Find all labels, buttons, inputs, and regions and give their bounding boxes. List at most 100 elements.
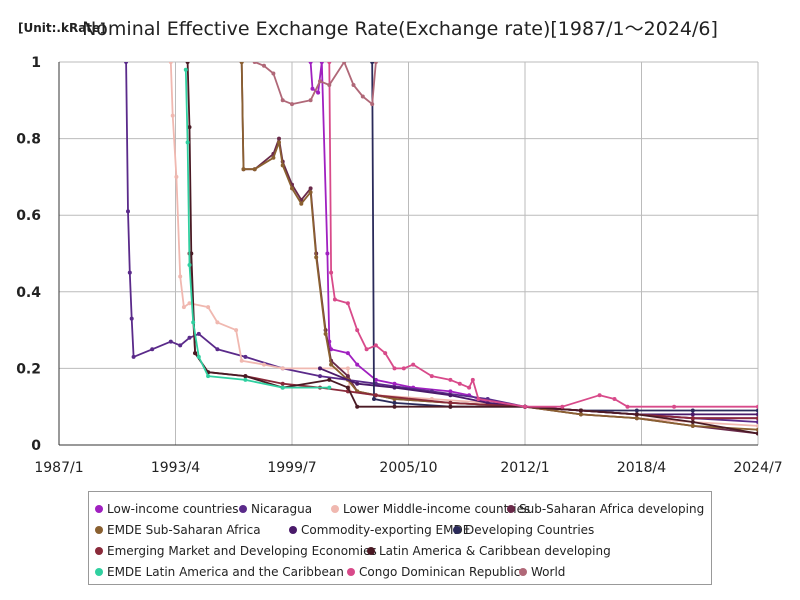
legend-label: Sub-Saharan Africa developing [519,502,705,516]
data-point [756,412,758,417]
data-point [181,305,186,310]
series-congo-dominican-republic-line [328,62,758,408]
data-point [308,62,313,64]
data-point [690,408,695,413]
data-point [178,274,183,279]
data-point [560,404,565,409]
chart-title: Nominal Effective Exchange Rate(Exchange… [82,18,718,40]
chart-legend: Low-income countries Nicaragua Lower Middl… [88,491,712,585]
legend-item: Lower Middle-income countries [331,502,530,516]
data-point [373,343,378,348]
y-tick-label: 0.4 [16,285,41,301]
data-point [457,381,462,386]
data-point [448,393,453,398]
legend-item: Nicaragua [239,502,312,516]
legend-item: World [519,565,565,579]
data-point [325,251,330,256]
data-point [126,209,130,214]
data-point [756,404,758,409]
legend-swatch [519,568,527,576]
data-point [215,347,220,352]
data-point [168,62,173,64]
data-point [756,423,758,428]
data-point [290,186,294,191]
data-point [351,83,356,87]
data-point [183,67,188,72]
data-point [672,404,677,409]
legend-label: World [531,565,566,579]
data-point [345,366,350,371]
y-tick-label: 0 [31,438,41,454]
data-point [373,62,378,64]
legend-item: Emerging Market and Developing Economies [95,544,377,558]
data-point [215,320,220,325]
data-point [271,155,276,160]
data-point [345,351,350,356]
data-point [308,98,313,103]
data-point [327,83,332,87]
legend-label: Commodity-exporting EMDE [301,523,471,537]
data-point [392,381,397,386]
data-point [318,79,322,84]
y-tick-label: 1 [31,55,41,71]
series-commodity-exporting-emde-line [319,367,758,416]
x-tick-label: 1999/7 [267,460,316,476]
data-point [327,62,332,64]
data-point [756,408,758,413]
data-point [467,385,472,390]
data-point [329,362,334,367]
legend-item: EMDE Sub-Saharan Africa [95,523,261,537]
legend-swatch [95,568,103,576]
x-tick-label: 2005/10 [379,460,437,476]
legend-swatch [239,505,247,513]
data-point [308,186,313,191]
data-point [280,385,285,390]
data-point [392,385,397,390]
data-point [187,301,192,306]
legend-label: EMDE Latin America and the Caribbean [107,565,344,579]
data-point [193,351,198,356]
data-point [239,358,244,363]
legend-label: Congo Dominican Republic [359,565,521,579]
legend-swatch [95,547,103,555]
legend-item: EMDE Latin America and the Caribbean [95,565,344,579]
data-point [392,366,397,371]
data-point [327,377,332,382]
data-point [150,347,155,352]
data-point [756,416,758,421]
data-point [262,362,266,367]
data-point [448,404,453,409]
data-point [392,400,397,405]
legend-label: Lower Middle-income countries [343,502,531,516]
data-point [690,416,695,421]
legend-label: Developing Countries [465,523,595,537]
legend-label: Low-income countries [107,502,239,516]
data-point [189,251,194,256]
data-point [277,136,281,141]
data-point [634,408,639,413]
data-point [187,125,192,130]
x-tick-label: 2012/1 [500,460,549,476]
legend-label: Latin America & Caribbean developing [379,544,611,558]
legend-item: Commodity-exporting EMDE [289,523,470,537]
data-point [597,393,602,398]
data-point [370,62,375,64]
data-point [364,347,369,352]
data-point [756,420,758,424]
x-tick-label: 2024/7 [733,460,782,476]
data-point [383,351,388,356]
data-point [470,377,475,382]
data-point [299,201,304,206]
y-tick-label: 0.2 [16,361,41,377]
data-point [448,377,453,382]
data-point [355,381,360,386]
data-point [690,420,695,424]
data-point [327,385,332,390]
data-point [329,270,334,275]
data-point [185,140,190,145]
data-point [196,331,201,336]
data-point [252,167,257,172]
data-point [323,331,328,336]
data-point [345,374,350,379]
legend-item: Latin America & Caribbean developing [367,544,611,558]
